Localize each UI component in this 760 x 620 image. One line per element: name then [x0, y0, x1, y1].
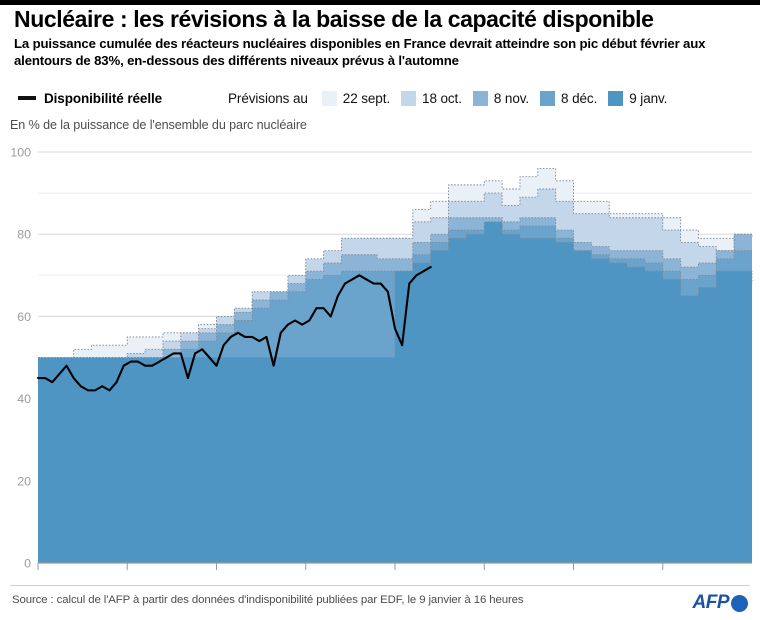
legend-item-real: Disponibilité réelle [18, 91, 162, 106]
color-swatch-icon [540, 90, 556, 106]
chart-header: Nucléaire : les révisions à la baisse de… [14, 6, 754, 69]
legend-label-18-oct: 18 oct. [422, 90, 462, 106]
legend-item-8-nov: 8 nov. [472, 90, 530, 106]
page-title: Nucléaire : les révisions à la baisse de… [14, 6, 654, 32]
y-axis-tick-label: 60 [17, 310, 31, 324]
legend-forecast-group: Prévisions au 22 sept. 18 oct. 8 nov. 8 … [228, 90, 678, 106]
legend-item-18-oct: 18 oct. [401, 90, 462, 106]
y-axis-tick-label: 100 [10, 146, 31, 160]
color-swatch-icon [401, 90, 417, 106]
top-divider [0, 0, 760, 5]
chart-svg: 020406080100Octobre 2022NovembreDécembre… [10, 146, 753, 571]
legend-item-8-dec: 8 déc. [540, 90, 598, 106]
legend-label-8-dec: 8 déc. [561, 90, 598, 106]
legend-item-22-sept: 22 sept. [321, 90, 391, 106]
chart-subtitle: La puissance cumulée des réacteurs nuclé… [14, 36, 706, 68]
legend-label-22-sept: 22 sept. [342, 90, 391, 106]
y-axis-tick-label: 40 [17, 392, 31, 406]
footer-divider [10, 585, 750, 586]
chart-plot-area: 020406080100Octobre 2022NovembreDécembre… [0, 140, 760, 575]
legend-label-9-janv: 9 janv. [629, 90, 668, 106]
afp-logo: AFP [692, 592, 748, 614]
real-availability-line [36, 266, 432, 392]
legend-label-real: Disponibilité réelle [44, 90, 163, 106]
color-swatch-icon [321, 90, 337, 106]
y-axis-tick-label: 20 [17, 474, 31, 488]
y-axis-unit-note: En % de la puissance de l'ensemble du pa… [10, 118, 307, 132]
y-axis-tick-label: 80 [17, 228, 31, 242]
color-swatch-icon [608, 90, 624, 106]
color-swatch-icon [472, 90, 488, 106]
legend-item-9-janv: 9 janv. [608, 90, 668, 106]
forecast-band-9 janv. [38, 221, 752, 563]
y-axis-tick-label: 0 [24, 557, 31, 571]
line-swatch-icon [18, 96, 36, 100]
afp-dot-icon [731, 594, 748, 612]
legend-label-8-nov: 8 nov. [493, 90, 530, 106]
legend-forecast-title: Prévisions au [228, 90, 308, 106]
afp-wordmark: AFP [692, 592, 730, 613]
source-note: Source : calcul de l'AFP à partir des do… [12, 594, 524, 606]
chart-legend: Disponibilité réelle Prévisions au 22 se… [18, 88, 748, 108]
